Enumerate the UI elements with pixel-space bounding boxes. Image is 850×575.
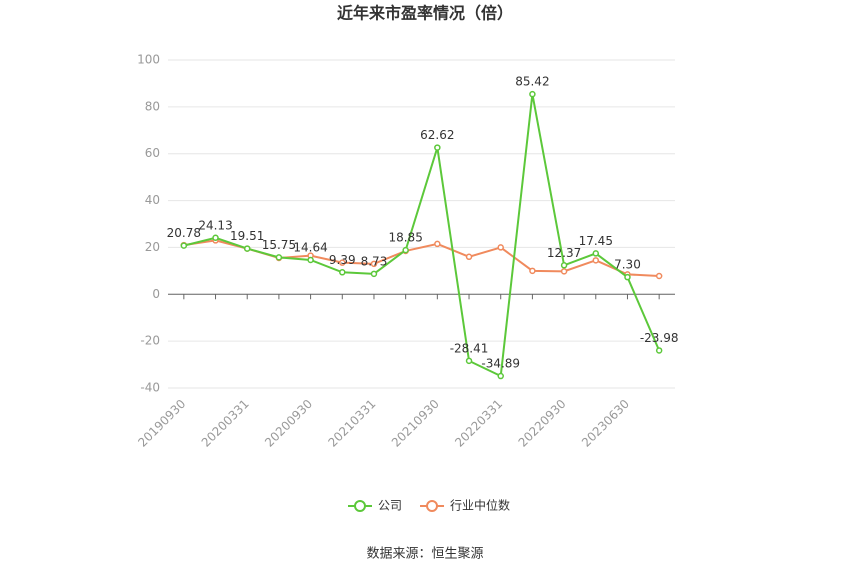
point [434,144,441,151]
point [529,90,536,98]
data-label: 12.37 [547,246,581,260]
data-label: 24.13 [198,218,232,232]
x-tick-label: 20200331 [199,397,252,450]
point [212,234,219,242]
point [655,347,663,354]
data-label: 85.42 [515,75,549,89]
x-tick-label: 20220930 [516,397,569,450]
x-tick-label: 20210331 [325,397,378,450]
y-tick-label: 20 [145,240,160,254]
point [307,256,314,264]
point [402,246,409,254]
point [560,268,568,275]
source: 数据来源：恒生聚源 [366,547,483,562]
point [497,372,504,380]
series-line [183,93,661,378]
x-tick-label: 20230630 [579,397,632,450]
x-tick-label: 20210930 [389,397,442,450]
point [465,357,473,365]
point [243,245,251,252]
data-label: 15.75 [262,238,296,252]
point [339,259,346,266]
y-tick-label: 60 [145,146,160,160]
point [560,262,568,269]
point [370,260,378,268]
legend-label: 行业中位数 [450,498,510,513]
x-tick-label: 20220331 [452,397,505,450]
legend-label: 公司 [378,499,402,513]
data-label: 17.45 [579,234,613,248]
legend-marker [426,500,439,512]
data-label: 7.30 [614,258,641,272]
y-tick-label: 0 [152,287,160,301]
point [180,242,188,249]
y-tick-label: 80 [145,99,160,113]
y-tick-label: 40 [145,193,160,207]
data-label: 62.62 [420,128,454,142]
point [529,267,536,275]
data-label: 14.64 [293,240,327,254]
point [434,240,441,248]
data-label: -28.41 [450,341,489,355]
data-label: 20.78 [167,226,201,240]
point [275,254,283,261]
y-tick-label: -20 [140,334,160,348]
chart-title: 近年来市盈率情况（倍） [337,4,513,23]
point [339,269,346,276]
legend-marker [354,500,366,512]
point [592,250,600,257]
data-label: -23.98 [640,331,679,345]
y-tick-label: 100 [137,53,160,67]
x-tick-label: 20200930 [262,397,315,450]
point [370,270,378,278]
x-tick-label: 20190930 [135,397,188,450]
point [465,253,473,261]
data-label: 9.39 [329,253,356,267]
point [624,273,631,281]
point [497,244,504,251]
data-label: 19.51 [230,229,264,243]
data-label: 18.85 [388,231,422,245]
data-label: -34.89 [481,357,520,371]
data-label: 8.73 [361,254,388,268]
y-tick-label: -40 [140,381,160,395]
point [592,257,600,264]
point [655,272,663,280]
